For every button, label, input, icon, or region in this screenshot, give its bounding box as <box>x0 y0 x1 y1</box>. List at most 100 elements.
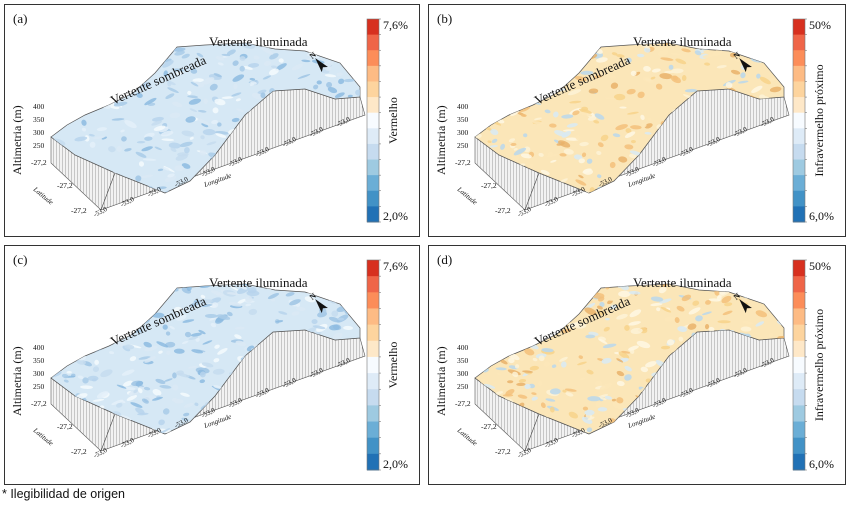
altitude-tick: 300 <box>33 369 45 378</box>
panel-c: Vertente sombreada Vertente iluminada N Alt… <box>4 245 420 485</box>
latitude-tick: -27,2 <box>31 399 47 408</box>
colorbar-swatch <box>793 81 805 98</box>
colorbar <box>792 259 807 471</box>
altitude-tick: 350 <box>457 115 469 124</box>
colorbar-swatch <box>367 340 379 358</box>
colorbar-swatch <box>367 112 379 129</box>
latitude-tick: -27,2 <box>57 422 73 431</box>
latitude-axis-label: Latitude <box>455 185 479 207</box>
colorbar-swatch <box>793 143 805 161</box>
altitude-tick: 300 <box>33 128 45 137</box>
panel-letter: (d) <box>437 252 452 267</box>
altitude-tick: 400 <box>457 102 469 111</box>
colorbar-swatch <box>793 128 805 145</box>
panel-b: Vertente sombreada Vertente iluminada N Alt… <box>428 4 846 237</box>
colorbar-max-label: 7,6% <box>383 18 408 32</box>
colorbar-swatch <box>793 324 805 342</box>
panel-letter: (b) <box>437 11 452 26</box>
colorbar-swatch <box>367 65 379 82</box>
altitude-tick: 400 <box>33 343 45 352</box>
colorbar-swatch <box>367 389 379 406</box>
latitude-axis-label: Latitude <box>455 426 479 448</box>
latitude-tick: -27,2 <box>57 181 73 190</box>
colorbar-swatch <box>793 276 805 293</box>
band-label: Vermelho <box>386 342 400 389</box>
altitude-tick: 350 <box>457 356 469 365</box>
colorbar-swatch <box>793 97 805 114</box>
colorbar-swatch <box>367 81 379 98</box>
colorbar-swatch <box>367 206 379 223</box>
latitude-axis-label: Latitude <box>31 426 55 448</box>
colorbar-swatch <box>367 97 379 114</box>
colorbar-swatch <box>367 159 379 176</box>
panel-a: Vertente sombreada Vertente iluminada N Alt… <box>4 4 420 237</box>
colorbar-swatch <box>793 437 805 455</box>
latitude-tick: -27,2 <box>71 206 87 215</box>
footnote: * Ilegibilidad de origen <box>2 487 126 501</box>
latitude-axis-label: Latitude <box>31 185 55 207</box>
colorbar-swatch <box>367 405 379 423</box>
colorbar-swatch <box>367 276 379 293</box>
altitude-tick: 350 <box>33 356 45 365</box>
colorbar-swatch <box>793 308 805 326</box>
colorbar-swatch <box>793 175 805 192</box>
slope-lit-label: Vertente iluminada <box>209 275 308 290</box>
north-label: N <box>732 291 742 302</box>
colorbar-swatch <box>367 50 379 67</box>
colorbar-swatch <box>793 206 805 223</box>
colorbar-swatch <box>793 389 805 406</box>
latitude-tick: -27,2 <box>495 206 511 215</box>
colorbar-swatch <box>367 128 379 145</box>
terrain-surface <box>50 42 361 194</box>
colorbar-swatch <box>793 292 805 309</box>
latitude-tick: -27,2 <box>71 447 87 456</box>
colorbar-swatch <box>367 19 379 36</box>
north-label: N <box>308 50 318 61</box>
north-label: N <box>308 291 318 302</box>
latitude-tick: -27,2 <box>455 158 471 167</box>
band-label: Infravermelho próximo <box>812 309 826 421</box>
altitude-tick: 400 <box>33 102 45 111</box>
colorbar-swatch <box>793 373 805 390</box>
panel-d: Vertente sombreada Vertente iluminada N Alt… <box>428 245 846 485</box>
panel-letter: (c) <box>13 252 27 267</box>
north-arrow-icon: N <box>732 50 752 73</box>
altitude-tick: 250 <box>33 141 45 150</box>
altitude-tick: 300 <box>457 369 469 378</box>
slope-lit-label: Vertente iluminada <box>633 34 732 49</box>
latitude-tick: -27,2 <box>495 447 511 456</box>
terrain-surface <box>474 283 785 435</box>
altitude-tick: 250 <box>457 141 469 150</box>
colorbar-swatch <box>793 356 805 374</box>
altitude-tick: 300 <box>457 128 469 137</box>
north-arrow-icon: N <box>732 291 752 314</box>
colorbar-swatch <box>793 190 805 207</box>
colorbar <box>366 259 381 471</box>
colorbar-swatch <box>367 453 379 471</box>
colorbar-swatch <box>793 405 805 423</box>
colorbar-swatch <box>793 260 805 277</box>
band-label: Vermelho <box>386 97 400 144</box>
colorbar-swatch <box>367 421 379 439</box>
band-label: Infravermelho próximo <box>812 64 826 176</box>
altitude-tick: 350 <box>33 115 45 124</box>
colorbar-max-label: 50% <box>809 259 831 273</box>
colorbar-min-label: 6,0% <box>809 457 834 471</box>
colorbar-swatch <box>793 50 805 67</box>
latitude-tick: -27,2 <box>481 422 497 431</box>
colorbar-swatch <box>793 340 805 358</box>
colorbar-swatch <box>367 260 379 277</box>
north-arrow-icon: N <box>308 291 328 314</box>
altitude-axis-label: Altimetria (m) <box>10 105 24 175</box>
altitude-tick: 400 <box>457 343 469 352</box>
altitude-tick: 250 <box>457 382 469 391</box>
colorbar <box>366 18 381 223</box>
colorbar-swatch <box>367 373 379 390</box>
colorbar-swatch <box>793 421 805 439</box>
slope-lit-label: Vertente iluminada <box>633 275 732 290</box>
colorbar-max-label: 50% <box>809 18 831 32</box>
north-label: N <box>732 50 742 61</box>
